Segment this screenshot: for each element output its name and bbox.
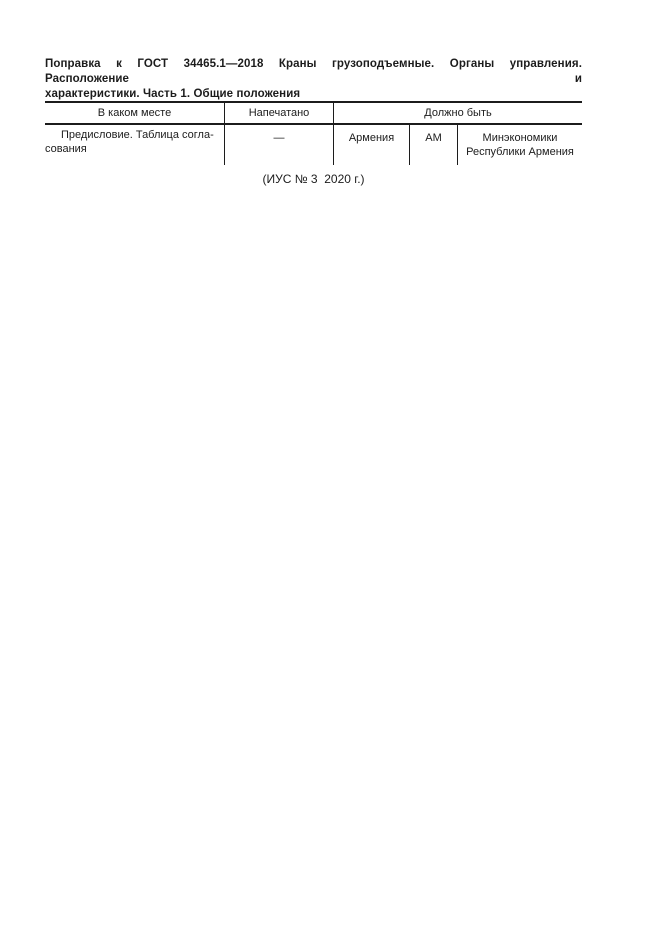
column-header-should-be: Должно быть <box>424 107 492 119</box>
table-row: Предисловие. Таблица согла- сования — Ар… <box>45 125 582 165</box>
cell-ministry-line-2: Республики Армения <box>466 146 574 158</box>
title-line-2: характеристики. Часть 1. Общие положения <box>45 88 301 100</box>
cell-printed: — <box>225 125 334 165</box>
correction-table: В каком месте Напечатано Должно быть Пре… <box>45 101 582 165</box>
cell-where-line-2: сования <box>45 143 87 155</box>
table-header-row: В каком месте Напечатано Должно быть <box>45 103 582 125</box>
column-header-printed: Напечатано <box>225 103 334 123</box>
cell-should-be: Армения AM Минэкономики Республики Армен… <box>334 125 582 165</box>
document-title: Поправка к ГОСТ 34465.1—2018 Краны грузо… <box>45 57 582 102</box>
column-header-where: В каком месте <box>45 103 225 123</box>
issue-caption: (ИУС № 3 2020 г.) <box>262 172 365 186</box>
cell-country-code: AM <box>410 125 458 165</box>
cell-ministry-line-1: Минэкономики <box>482 132 558 144</box>
cell-where-line-1: Предисловие. Таблица согла- <box>61 129 214 141</box>
cell-country: Армения <box>334 125 410 165</box>
cell-where: Предисловие. Таблица согла- сования <box>45 125 225 165</box>
cell-ministry: Минэкономики Республики Армения <box>458 125 582 165</box>
title-line-1: Поправка к ГОСТ 34465.1—2018 Краны грузо… <box>45 58 582 85</box>
